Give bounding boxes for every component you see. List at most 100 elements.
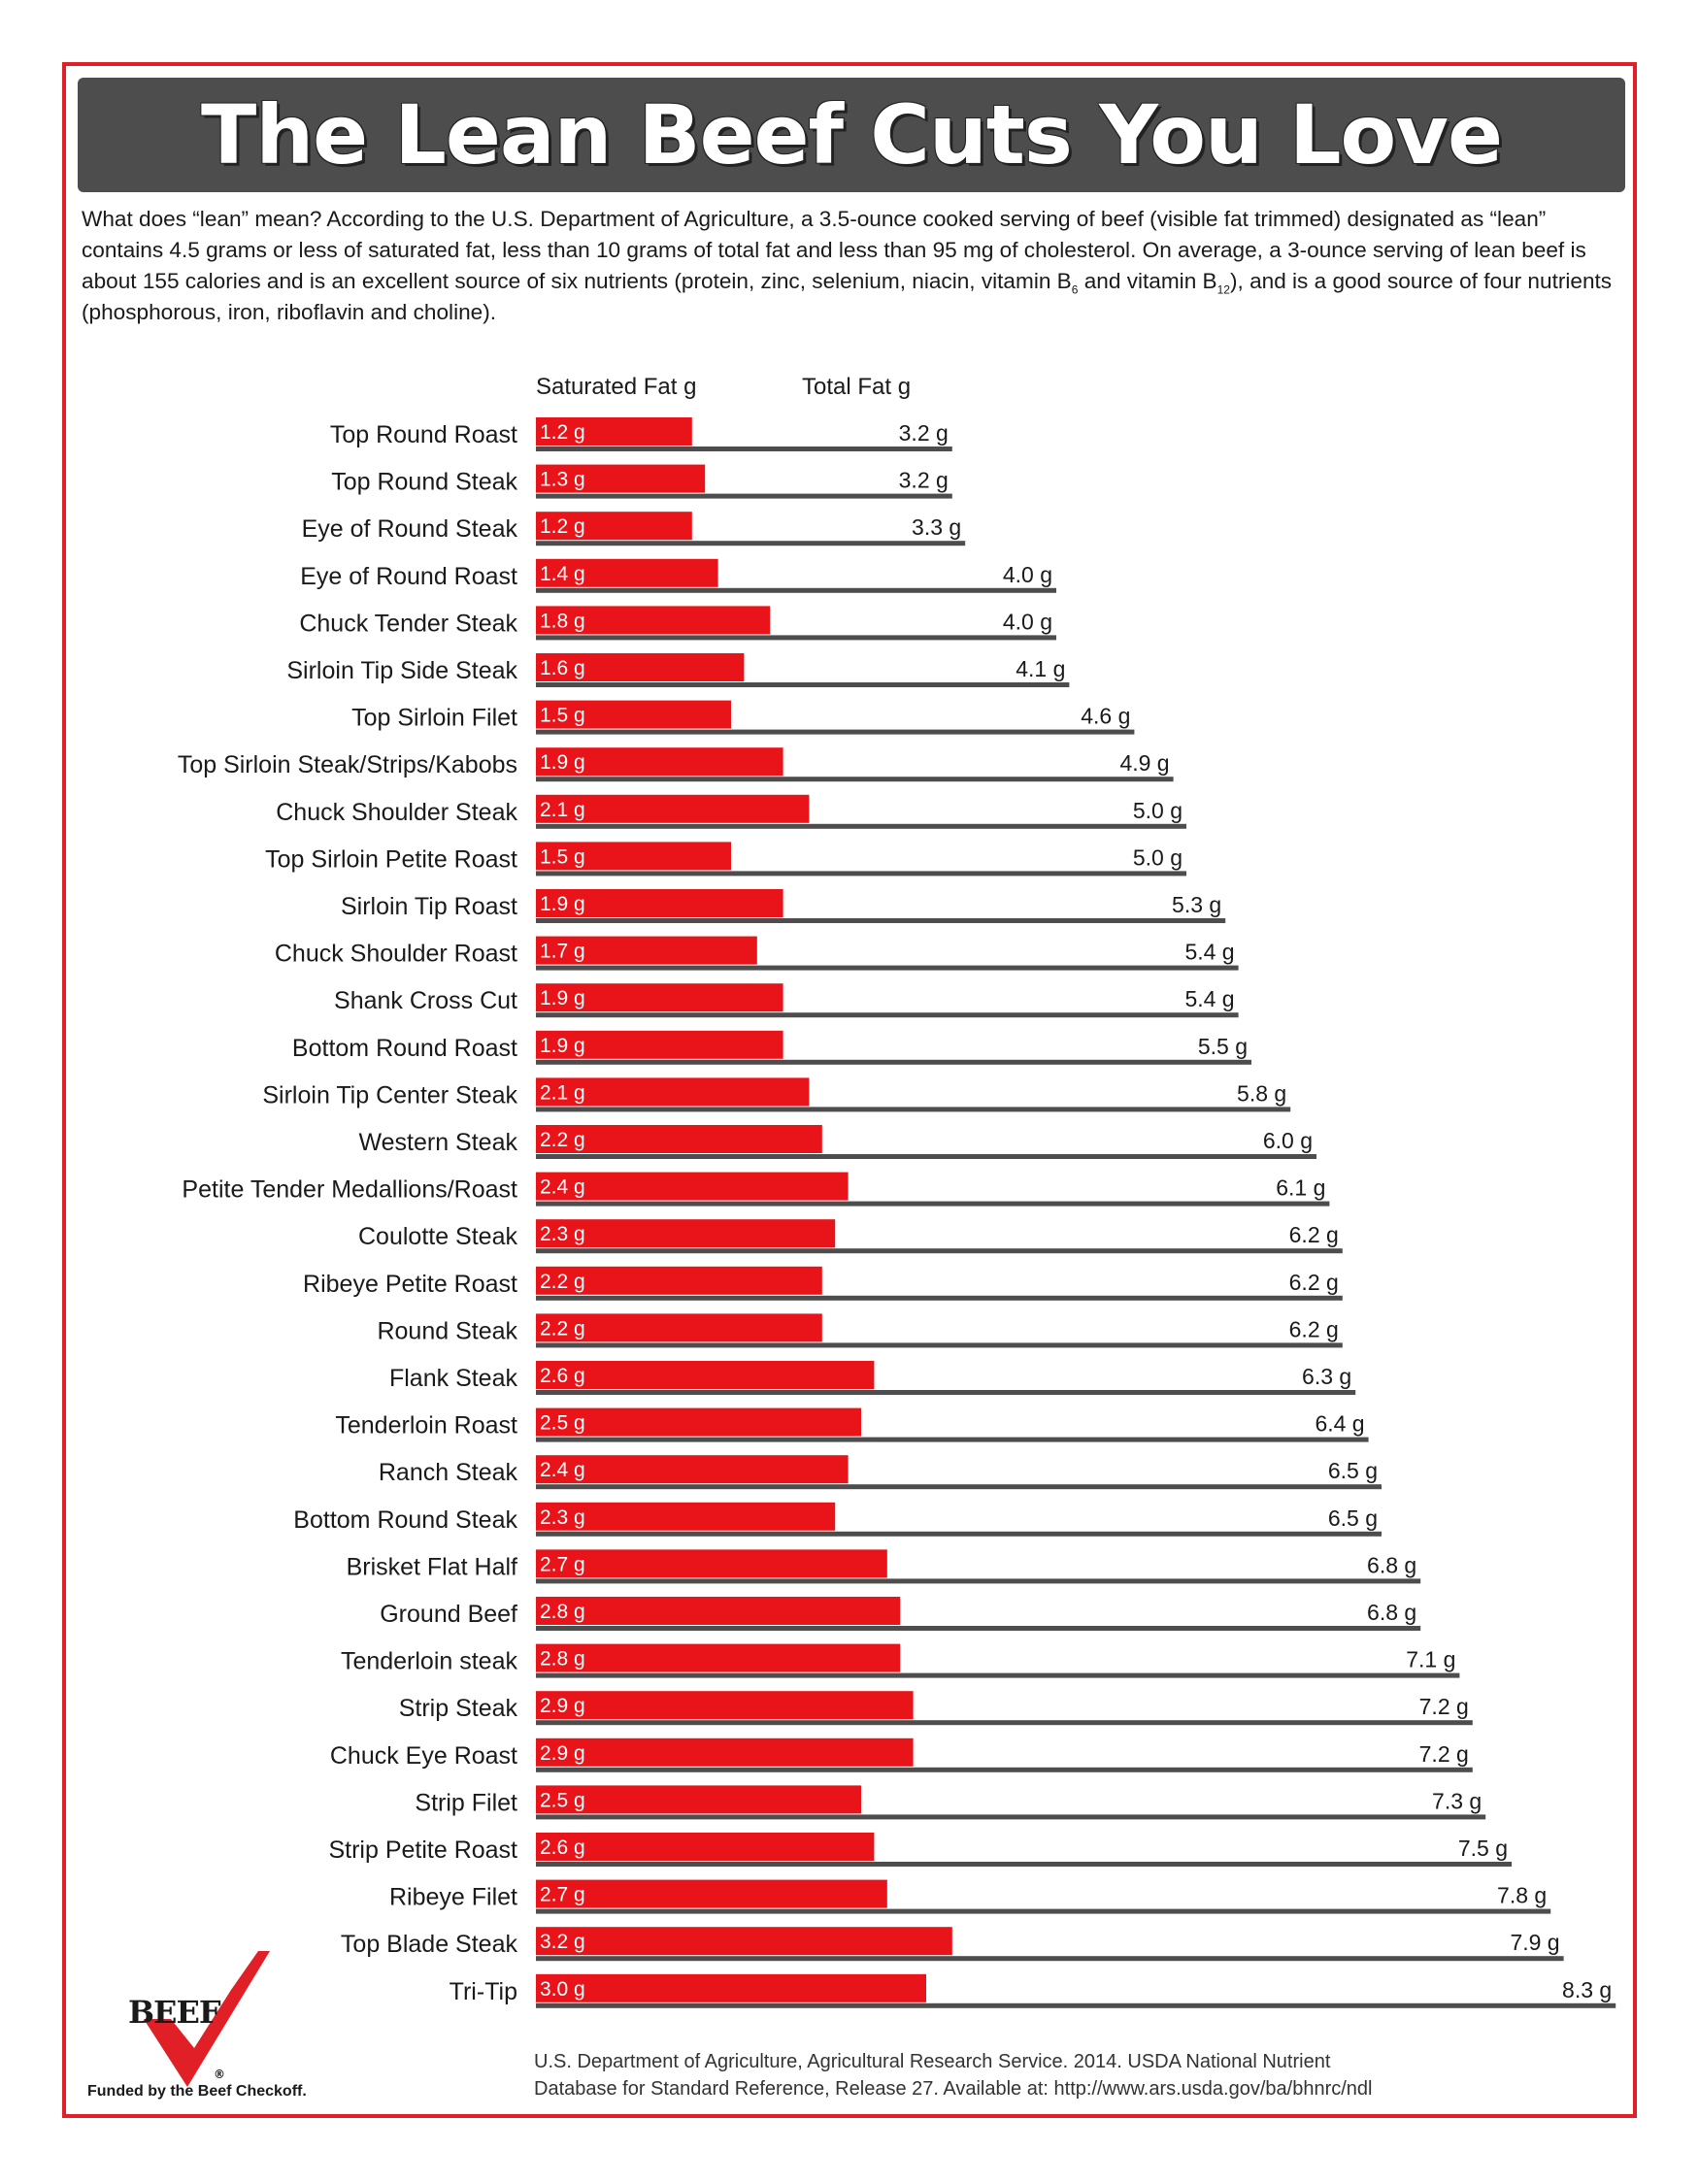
total-fat-label: 7.9 g <box>1510 1930 1559 1955</box>
total-fat-label: 4.9 g <box>1119 750 1169 776</box>
cut-name-label: Top Round Roast <box>330 421 517 448</box>
total-fat-line <box>536 447 952 451</box>
sat-fat-label: 1.9 g <box>540 893 585 915</box>
cut-name-label: Top Sirloin Steak/Strips/Kabobs <box>178 751 517 778</box>
total-fat-label: 3.3 g <box>912 514 961 540</box>
total-fat-label: 8.3 g <box>1562 1977 1612 2002</box>
total-fat-line <box>536 1862 1512 1867</box>
total-fat-label: 6.2 g <box>1289 1316 1339 1341</box>
sat-fat-bar <box>536 1455 849 1484</box>
total-fat-line <box>536 1626 1421 1631</box>
cut-name-label: Sirloin Tip Side Steak <box>286 657 517 684</box>
total-fat-label: 6.5 g <box>1328 1506 1378 1531</box>
cut-name-label: Top Sirloin Filet <box>351 705 517 732</box>
total-fat-label: 5.4 g <box>1184 940 1234 965</box>
total-fat-line <box>536 1578 1421 1584</box>
source-citation: U.S. Department of Agriculture, Agricult… <box>534 2048 1373 2102</box>
cut-name-label: Eye of Round Roast <box>300 563 517 590</box>
total-fat-label: 6.0 g <box>1263 1128 1313 1153</box>
cut-name-label: Tenderloin Roast <box>335 1412 517 1439</box>
total-fat-line <box>536 635 1056 641</box>
sat-fat-label: 1.9 g <box>540 751 585 774</box>
cut-name-label: Chuck Shoulder Roast <box>275 941 517 968</box>
total-fat-label: 7.3 g <box>1432 1788 1482 1813</box>
total-fat-label: 5.3 g <box>1172 892 1221 917</box>
total-fat-label: 6.8 g <box>1367 1600 1416 1625</box>
sat-fat-label: 1.6 g <box>540 657 585 679</box>
cut-name-label: Ground Beef <box>380 1601 517 1628</box>
sat-fat-label: 2.7 g <box>540 1553 585 1575</box>
cut-name-label: Tenderloin steak <box>341 1648 518 1675</box>
sat-fat-label: 1.4 g <box>540 563 585 585</box>
total-fat-label: 5.0 g <box>1133 844 1183 870</box>
intro-text-3: ), and is a good source of four nutrient… <box>82 269 1613 324</box>
sat-fat-label: 2.4 g <box>540 1176 585 1199</box>
total-fat-label: 4.0 g <box>1003 562 1052 587</box>
total-fat-label: 5.4 g <box>1184 986 1234 1011</box>
sat-fat-bar <box>536 1643 901 1672</box>
sat-fat-label: 2.4 g <box>540 1459 585 1481</box>
sat-fat-label: 2.2 g <box>540 1129 585 1151</box>
cut-name-label: Sirloin Tip Center Steak <box>262 1081 517 1109</box>
sat-fat-label: 1.8 g <box>540 610 585 632</box>
sat-fat-bar <box>536 1030 783 1059</box>
sat-fat-bar <box>536 1973 926 2002</box>
sat-fat-label: 2.9 g <box>540 1695 585 1717</box>
sat-fat-bar <box>536 889 783 917</box>
page-frame <box>62 62 1637 2118</box>
total-fat-label: 5.0 g <box>1133 798 1183 823</box>
cut-name-label: Top Sirloin Petite Roast <box>265 845 517 873</box>
sat-fat-bar <box>536 1691 914 1720</box>
sat-fat-bar <box>536 1737 914 1767</box>
sat-fat-label: 2.6 g <box>540 1365 585 1387</box>
sat-fat-bar <box>536 1407 861 1437</box>
sat-fat-bar <box>536 417 692 446</box>
sat-fat-bar <box>536 700 731 729</box>
sat-fat-bar <box>536 1549 887 1578</box>
sat-fat-label: 2.2 g <box>540 1317 585 1340</box>
total-fat-line <box>536 1908 1551 1914</box>
cut-name-label: Shank Cross Cut <box>334 987 517 1014</box>
cut-name-label: Ranch Steak <box>379 1459 518 1486</box>
cut-name-label: Bottom Round Roast <box>292 1035 517 1062</box>
total-fat-label: 6.1 g <box>1276 1175 1325 1201</box>
title-banner: The Lean Beef Cuts You Love <box>78 78 1625 192</box>
cut-name-label: Strip Petite Roast <box>328 1837 517 1864</box>
sat-fat-label: 2.1 g <box>540 799 585 821</box>
sat-fat-label: 2.3 g <box>540 1223 585 1245</box>
total-fat-line <box>536 1484 1382 1490</box>
total-fat-label: 7.2 g <box>1419 1741 1469 1767</box>
sat-fat-label: 3.0 g <box>540 1978 585 2001</box>
sat-fat-bar <box>536 1125 822 1153</box>
total-fat-label: 6.2 g <box>1289 1270 1339 1295</box>
sat-fat-bar <box>536 1879 887 1908</box>
sat-fat-label: 1.9 g <box>540 1035 585 1057</box>
total-fat-label: 7.5 g <box>1458 1836 1508 1861</box>
sat-fat-bar <box>536 653 745 681</box>
sat-fat-bar <box>536 747 783 777</box>
sat-fat-bar <box>536 606 771 635</box>
total-fat-line <box>536 587 1056 593</box>
sat-fat-bar <box>536 1502 836 1531</box>
sat-fat-label: 1.7 g <box>540 941 585 963</box>
sat-fat-bar <box>536 1927 952 1956</box>
total-fat-label: 4.1 g <box>1016 656 1065 681</box>
cut-name-label: Coulotte Steak <box>358 1223 517 1250</box>
total-fat-label: 3.2 g <box>899 468 949 493</box>
cut-name-label: Sirloin Tip Roast <box>341 893 517 920</box>
funded-by-text: Funded by the Beef Checkoff. <box>87 2083 307 2100</box>
sat-fat-bar <box>536 512 692 541</box>
total-fat-line <box>536 682 1070 687</box>
sat-fat-bar <box>536 1172 849 1201</box>
sat-fat-label: 2.7 g <box>540 1884 585 1906</box>
sat-fat-label: 2.5 g <box>540 1412 585 1435</box>
sat-fat-label: 2.5 g <box>540 1789 585 1811</box>
intro-sub-2: 12 <box>1216 282 1230 297</box>
total-fat-label: 6.4 g <box>1315 1411 1364 1437</box>
cut-name-label: Ribeye Filet <box>389 1884 517 1911</box>
sat-fat-label: 2.8 g <box>540 1601 585 1623</box>
total-fat-line <box>536 918 1226 923</box>
total-fat-label: 6.8 g <box>1367 1552 1416 1577</box>
cut-name-label: Petite Tender Medallions/Roast <box>182 1176 517 1204</box>
